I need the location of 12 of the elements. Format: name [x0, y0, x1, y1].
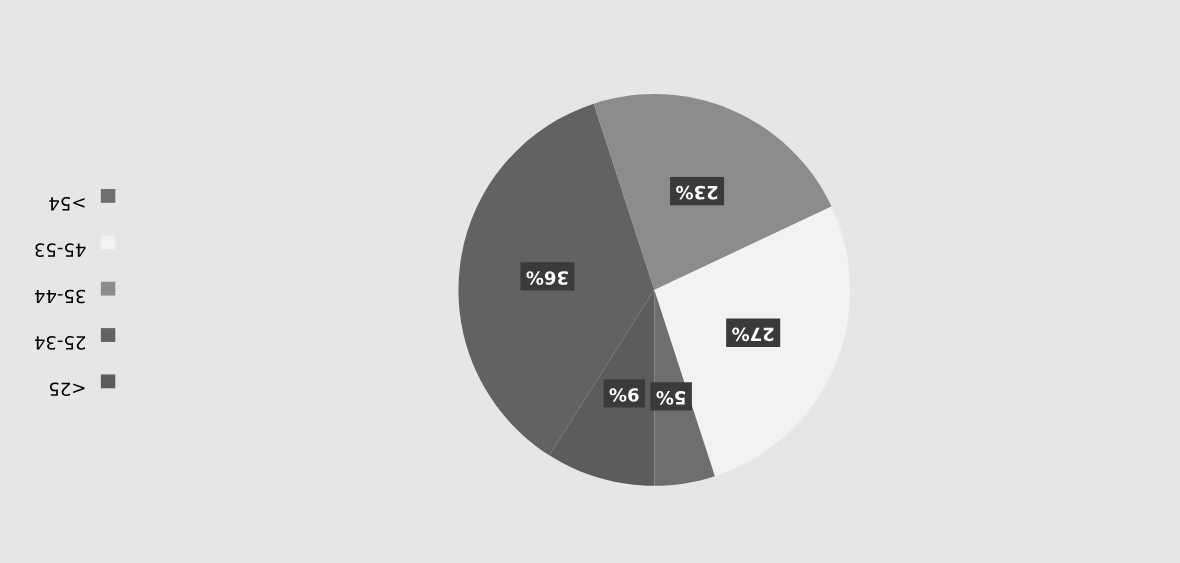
data-label: 9%	[609, 388, 639, 402]
data-label: 36%	[526, 271, 568, 285]
legend-label: 45-53	[35, 243, 86, 257]
legend-label: >54	[49, 196, 85, 211]
data-label: 5%	[656, 391, 686, 405]
legend-label: <25	[49, 382, 85, 397]
data-label: 23%	[676, 185, 718, 200]
pie-slice	[654, 206, 851, 477]
legend-label: 35-44	[34, 289, 86, 304]
pie-slice	[593, 94, 832, 290]
legend-label: 25-34	[34, 336, 86, 350]
data-label: 27%	[732, 327, 774, 342]
